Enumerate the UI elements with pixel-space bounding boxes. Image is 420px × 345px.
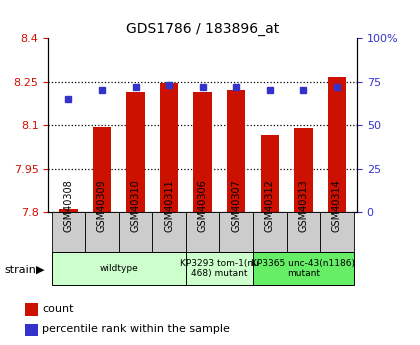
- Bar: [328, 77, 346, 212]
- Bar: [160, 83, 178, 212]
- Text: KP3293 tom-1(nu
468) mutant: KP3293 tom-1(nu 468) mutant: [180, 258, 259, 278]
- Bar: [119, 212, 152, 252]
- Text: GSM40313: GSM40313: [298, 179, 308, 232]
- Text: GSM40308: GSM40308: [63, 179, 73, 232]
- Bar: [294, 128, 312, 212]
- Text: GSM40306: GSM40306: [198, 179, 207, 232]
- Text: percentile rank within the sample: percentile rank within the sample: [42, 324, 230, 334]
- Text: count: count: [42, 304, 74, 314]
- Text: GSM40312: GSM40312: [265, 179, 275, 232]
- Bar: [253, 212, 286, 252]
- Bar: [85, 212, 119, 252]
- Bar: [227, 90, 245, 212]
- Text: KP3365 unc-43(n1186)
mutant: KP3365 unc-43(n1186) mutant: [251, 258, 355, 278]
- Text: GSM40310: GSM40310: [131, 179, 141, 232]
- Bar: [93, 127, 111, 212]
- Bar: [186, 212, 219, 252]
- Bar: [59, 209, 78, 212]
- Bar: [219, 212, 253, 252]
- Bar: [126, 92, 145, 212]
- Bar: [24, 303, 38, 316]
- Bar: [24, 324, 38, 336]
- Text: GSM40311: GSM40311: [164, 179, 174, 232]
- Text: GSM40307: GSM40307: [231, 179, 241, 232]
- Bar: [320, 212, 354, 252]
- Text: strain: strain: [4, 265, 36, 275]
- Bar: [152, 212, 186, 252]
- Bar: [194, 92, 212, 212]
- Bar: [186, 252, 253, 285]
- Text: wildtype: wildtype: [100, 264, 138, 273]
- Title: GDS1786 / 183896_at: GDS1786 / 183896_at: [126, 21, 279, 36]
- Bar: [260, 135, 279, 212]
- Bar: [286, 212, 320, 252]
- Text: GSM40309: GSM40309: [97, 179, 107, 232]
- Bar: [253, 252, 354, 285]
- Bar: [52, 252, 186, 285]
- Text: ▶: ▶: [36, 265, 44, 275]
- Text: GSM40314: GSM40314: [332, 179, 342, 232]
- Bar: [52, 212, 85, 252]
